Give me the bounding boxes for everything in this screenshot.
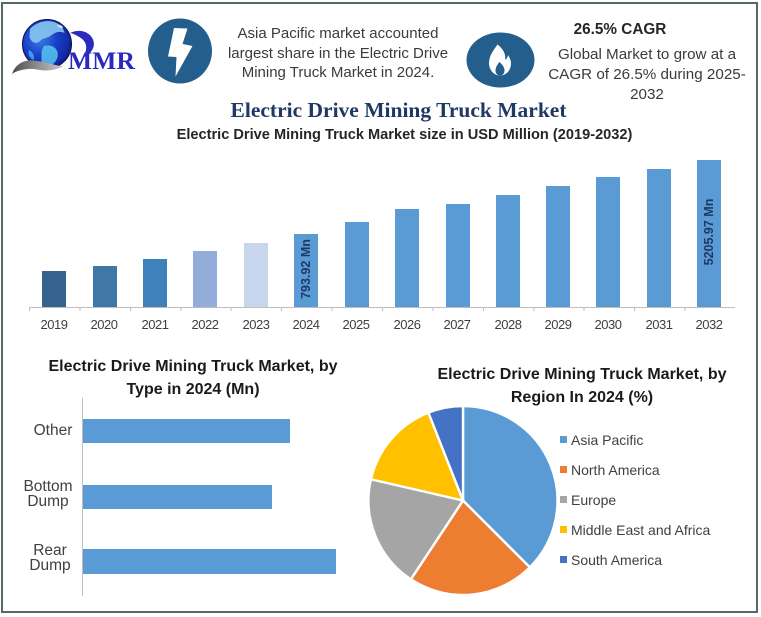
- svg-text:MMR: MMR: [68, 46, 136, 75]
